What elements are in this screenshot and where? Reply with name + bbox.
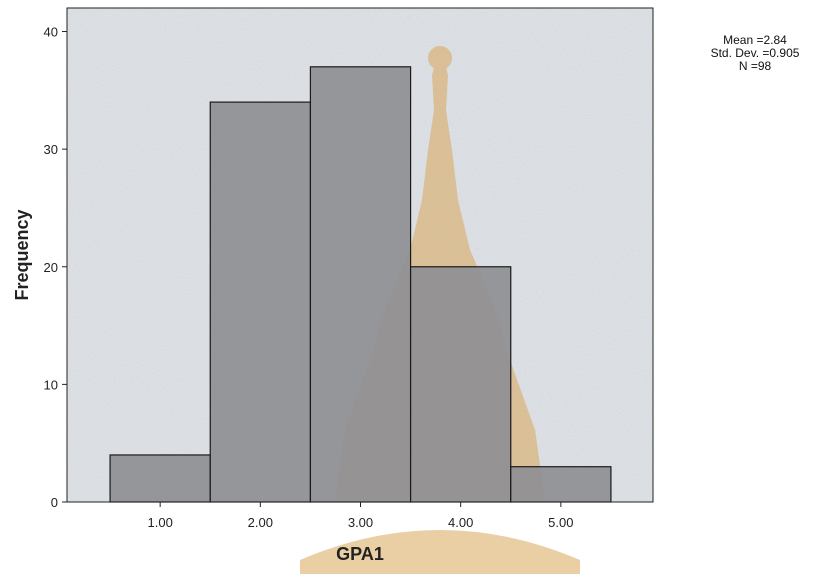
histogram-bar-4 (409, 266, 512, 503)
x-tick-label: 5.00 (548, 515, 573, 530)
x-axis: 1.00 2.00 3.00 4.00 5.00 (148, 502, 573, 530)
std-dev-stat: Std. Dev. =0.905 (710, 46, 800, 60)
mean-stat: Mean =2.84 (723, 33, 787, 47)
x-tick-label: 3.00 (348, 515, 373, 530)
watermark-base (300, 530, 580, 574)
plot-frame (66, 7, 654, 503)
y-tick-label: 30 (44, 142, 58, 157)
statistics-legend: Mean =2.84 Std. Dev. =0.905 N =98 (690, 34, 820, 73)
y-tick-label: 20 (44, 260, 58, 275)
histogram-bar-5 (510, 466, 612, 503)
histogram-bar-3 (309, 66, 412, 503)
histogram-bar-2 (209, 101, 312, 503)
y-axis-title: Frequency (12, 209, 32, 300)
x-tick-label: 2.00 (248, 515, 273, 530)
y-axis: 0 10 20 30 40 (44, 25, 67, 510)
y-tick-label: 10 (44, 377, 58, 392)
x-tick-label: 1.00 (148, 515, 173, 530)
x-tick-label: 4.00 (448, 515, 473, 530)
y-tick-label: 0 (51, 495, 58, 510)
histogram-bar-1 (109, 454, 211, 503)
watermark-finial (428, 46, 452, 70)
histogram-bars (109, 66, 612, 503)
x-axis-title: GPA1 (336, 544, 384, 564)
n-stat: N =98 (738, 59, 772, 73)
y-tick-label: 40 (44, 25, 58, 40)
